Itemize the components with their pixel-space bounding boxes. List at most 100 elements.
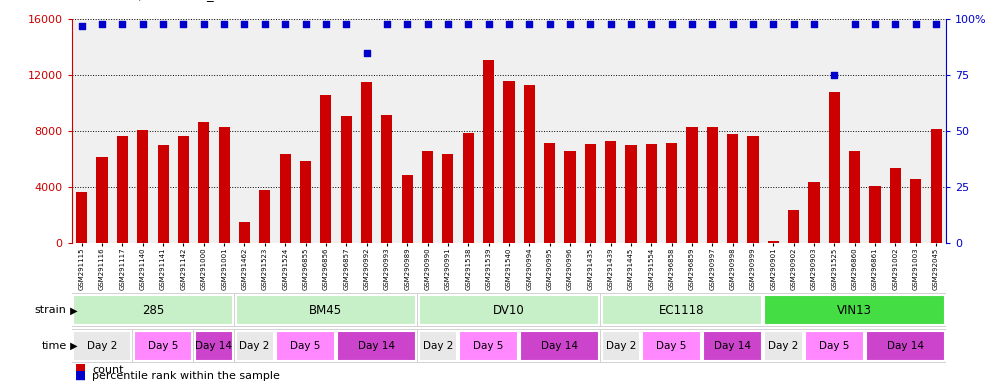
- Point: [318, 21, 334, 27]
- Bar: [219, 127, 230, 243]
- Text: percentile rank within the sample: percentile rank within the sample: [92, 371, 280, 381]
- Bar: [646, 144, 657, 243]
- Bar: [300, 161, 311, 243]
- Bar: [77, 192, 87, 243]
- Bar: [117, 136, 128, 243]
- Text: Day 14: Day 14: [358, 341, 396, 351]
- Point: [908, 21, 923, 27]
- Point: [440, 21, 456, 27]
- Point: [237, 21, 252, 27]
- Text: ▶: ▶: [67, 341, 78, 351]
- Bar: [870, 186, 881, 243]
- Point: [521, 21, 537, 27]
- Bar: [747, 136, 758, 243]
- Bar: [503, 81, 515, 243]
- Text: Day 14: Day 14: [196, 341, 233, 351]
- Text: GDS3725 / 1769333_at: GDS3725 / 1769333_at: [72, 0, 227, 1]
- Bar: [178, 136, 189, 243]
- Point: [256, 21, 272, 27]
- Bar: [195, 331, 233, 361]
- Point: [786, 21, 802, 27]
- Point: [806, 21, 822, 27]
- Text: Day 5: Day 5: [473, 341, 504, 351]
- Bar: [73, 295, 233, 325]
- Point: [847, 21, 863, 27]
- Bar: [601, 331, 640, 361]
- Bar: [601, 295, 762, 325]
- Point: [216, 21, 232, 27]
- Bar: [418, 331, 457, 361]
- Bar: [642, 331, 701, 361]
- Point: [664, 21, 680, 27]
- Bar: [442, 154, 453, 243]
- Bar: [279, 154, 291, 243]
- Bar: [707, 127, 718, 243]
- Text: Day 5: Day 5: [656, 341, 687, 351]
- Bar: [625, 146, 636, 243]
- Bar: [239, 222, 250, 243]
- Bar: [764, 295, 945, 325]
- Bar: [157, 146, 169, 243]
- Bar: [666, 142, 677, 243]
- Text: 285: 285: [142, 304, 164, 317]
- Bar: [341, 116, 352, 243]
- Point: [542, 21, 558, 27]
- Text: Day 2: Day 2: [422, 341, 453, 351]
- Bar: [911, 179, 921, 243]
- Bar: [829, 92, 840, 243]
- Point: [277, 21, 293, 27]
- Bar: [704, 331, 762, 361]
- Point: [379, 21, 395, 27]
- Bar: [320, 95, 331, 243]
- Text: Day 5: Day 5: [819, 341, 850, 351]
- Bar: [805, 331, 864, 361]
- Text: Day 14: Day 14: [715, 341, 751, 351]
- Point: [684, 21, 700, 27]
- Point: [155, 21, 171, 27]
- Text: EC1118: EC1118: [659, 304, 705, 317]
- Point: [135, 21, 151, 27]
- Point: [746, 21, 761, 27]
- Bar: [259, 190, 270, 243]
- Point: [501, 21, 517, 27]
- Point: [867, 21, 883, 27]
- Bar: [418, 295, 599, 325]
- Point: [176, 21, 192, 27]
- Bar: [849, 151, 861, 243]
- Point: [114, 21, 130, 27]
- Point: [562, 21, 578, 27]
- Bar: [605, 141, 616, 243]
- Bar: [890, 168, 901, 243]
- Text: Day 2: Day 2: [768, 341, 799, 351]
- Bar: [788, 210, 799, 243]
- Point: [826, 72, 842, 78]
- Text: time: time: [42, 341, 67, 351]
- Text: BM45: BM45: [309, 304, 342, 317]
- Bar: [462, 133, 474, 243]
- Point: [481, 21, 497, 27]
- Point: [705, 21, 721, 27]
- Bar: [137, 130, 148, 243]
- Bar: [422, 151, 433, 243]
- Bar: [361, 82, 372, 243]
- Bar: [459, 331, 518, 361]
- Bar: [382, 114, 393, 243]
- Point: [602, 21, 618, 27]
- Bar: [96, 157, 107, 243]
- Point: [623, 21, 639, 27]
- Bar: [767, 241, 779, 243]
- Point: [359, 50, 375, 56]
- Bar: [236, 331, 273, 361]
- Point: [460, 21, 476, 27]
- Point: [765, 21, 781, 27]
- Bar: [73, 331, 131, 361]
- Point: [419, 21, 435, 27]
- Point: [297, 21, 313, 27]
- Bar: [565, 151, 576, 243]
- Point: [338, 21, 354, 27]
- Point: [643, 21, 659, 27]
- Bar: [764, 331, 803, 361]
- Text: Day 2: Day 2: [240, 341, 269, 351]
- Text: strain: strain: [35, 305, 67, 315]
- Point: [74, 23, 89, 29]
